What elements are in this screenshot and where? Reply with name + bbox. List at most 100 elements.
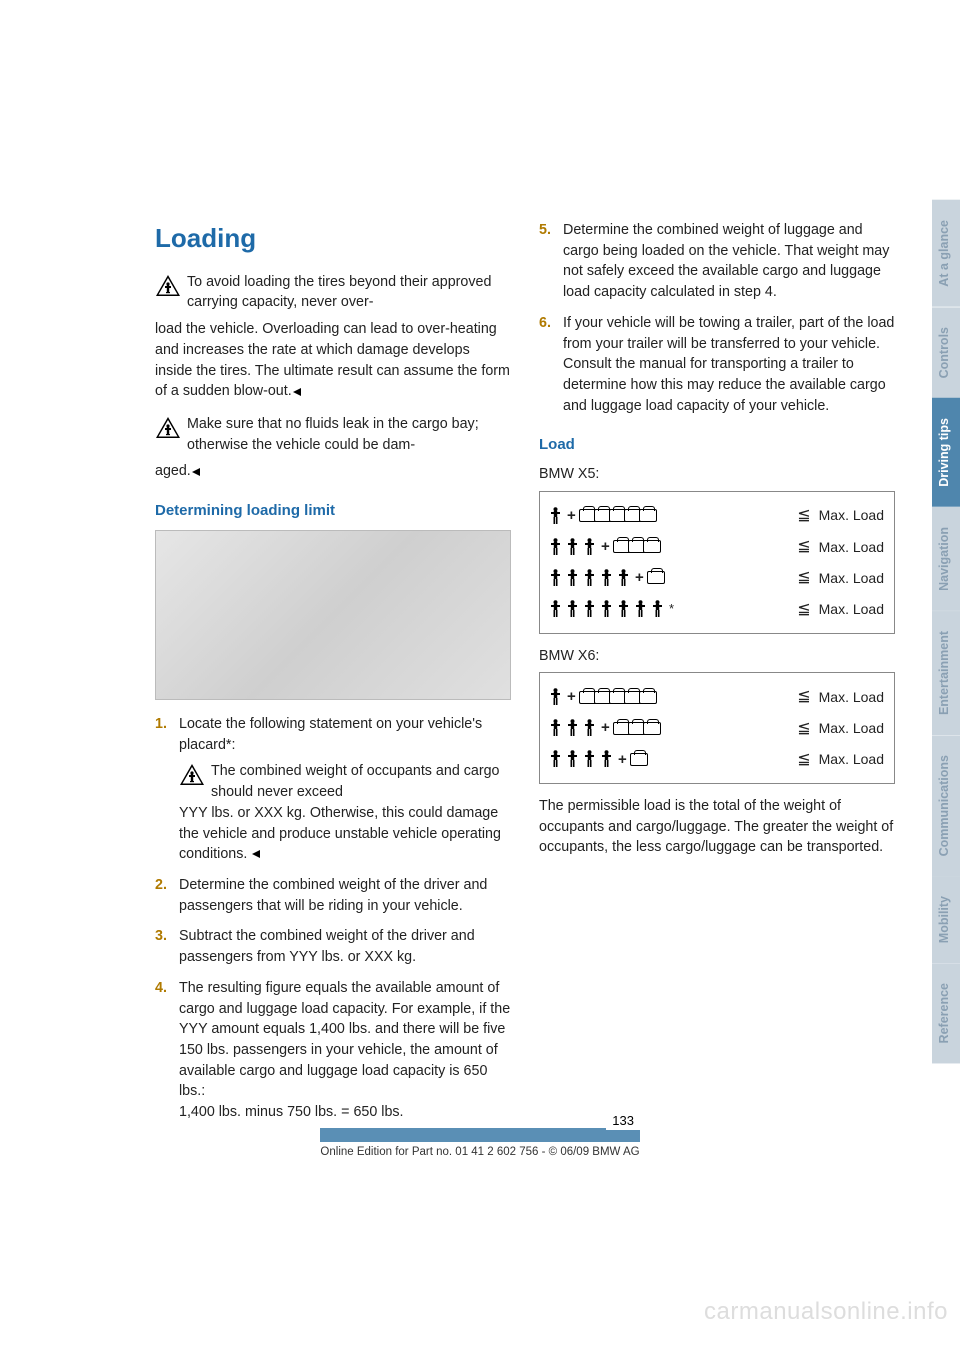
diagram-row: +≦ Max. Load: [550, 531, 884, 562]
side-tab[interactable]: Driving tips: [932, 398, 960, 507]
cargo-box-icon: [639, 509, 657, 522]
cargo-box-icon: [639, 691, 657, 704]
steps-right: 5.Determine the combined weight of lugga…: [539, 220, 895, 416]
person-icon: [550, 688, 561, 706]
cargo-box-icon: [630, 753, 648, 766]
side-tab[interactable]: At a glance: [932, 200, 960, 307]
plus-icon: +: [601, 717, 610, 739]
step-body: Determine the combined weight of the dri…: [179, 875, 511, 916]
plus-icon: +: [567, 686, 576, 708]
step-text: Determine the combined weight of the dri…: [179, 877, 487, 914]
person-icon: [584, 600, 595, 618]
step-item: 6.If your vehicle will be towing a trail…: [539, 313, 895, 417]
side-tab[interactable]: Reference: [932, 963, 960, 1063]
diagram-left: *: [550, 600, 797, 619]
person-icon: [618, 569, 629, 587]
person-icon: [601, 600, 612, 618]
person-icon: [550, 600, 561, 618]
step-warning: The combined weight of occupants and car…: [179, 761, 511, 802]
cargo-boxes: [616, 540, 661, 553]
diagram-right: ≦Max. Load: [797, 717, 884, 740]
side-tabs: At a glanceControlsDriving tipsNavigatio…: [932, 200, 960, 1064]
warning-2-rest: aged.: [155, 461, 511, 482]
diagram-left: +: [550, 536, 797, 558]
warning-1-lead: To avoid loading the tires beyond their …: [187, 272, 511, 313]
step-number: 6.: [539, 313, 563, 417]
cargo-boxes: [582, 509, 657, 522]
step-item: 2.Determine the combined weight of the d…: [155, 875, 511, 916]
diagram-row: *≦ Max. Load: [550, 594, 884, 625]
diagram-left: +: [550, 567, 797, 589]
person-icon: [584, 538, 595, 556]
person-icon: [550, 538, 561, 556]
diagram-row: +≦Max. Load: [550, 744, 884, 775]
x5-label: BMW X5:: [539, 464, 895, 485]
cargo-boxes: [582, 691, 657, 704]
step-item: 3.Subtract the combined weight of the dr…: [155, 926, 511, 967]
warning-1-rest: load the vehicle. Overloading can lead t…: [155, 319, 511, 402]
page-number-wrap: 133: [320, 1112, 640, 1142]
person-icon: [567, 719, 578, 737]
leq-icon: ≦: [797, 504, 810, 527]
page-title: Loading: [155, 220, 511, 258]
leq-icon: ≦: [797, 748, 810, 771]
x6-label: BMW X6:: [539, 646, 895, 667]
warning-icon: [155, 416, 181, 439]
step-text: Locate the following statement on your v…: [179, 716, 482, 753]
page-number-bar: [320, 1128, 640, 1142]
left-column: Loading To avoid loading the tires beyon…: [155, 220, 511, 1133]
max-load-label: Max. Load: [819, 568, 884, 588]
diagram-right: ≦ Max. Load: [797, 685, 884, 708]
plus-icon: +: [635, 567, 644, 589]
max-load-label: Max. Load: [819, 505, 884, 525]
person-icon: [567, 569, 578, 587]
person-icon: [567, 750, 578, 768]
side-tab[interactable]: Controls: [932, 307, 960, 398]
step-warning-lead: The combined weight of occupants and car…: [211, 761, 511, 802]
diagram-row: + ≦Max. Load: [550, 562, 884, 593]
cargo-boxes: [616, 722, 661, 735]
side-tab[interactable]: Navigation: [932, 507, 960, 611]
step-number: 2.: [155, 875, 179, 916]
step-body: Locate the following statement on your v…: [179, 714, 511, 865]
max-load-label: Max. Load: [819, 687, 884, 707]
max-load-label: Max. Load: [819, 599, 884, 619]
person-icon: [550, 569, 561, 587]
step-item: 1.Locate the following statement on your…: [155, 714, 511, 865]
cargo-boxes: [633, 753, 648, 766]
side-tab[interactable]: Mobility: [932, 876, 960, 963]
end-triangle-icon: [191, 467, 201, 477]
person-icon: [635, 600, 646, 618]
side-tab[interactable]: Communications: [932, 735, 960, 876]
right-column: 5.Determine the combined weight of lugga…: [539, 220, 895, 1133]
page-number: 133: [606, 1113, 640, 1130]
step-body: Subtract the combined weight of the driv…: [179, 926, 511, 967]
step-body: The resulting figure equals the availabl…: [179, 978, 511, 1123]
diagram-x5: +≦Max. Load+≦Max. Load+≦Max. Load*≦Max. …: [539, 491, 895, 634]
subheading-determining: Determining loading limit: [155, 500, 511, 522]
warning-icon: [179, 763, 205, 786]
side-tab[interactable]: Entertainment: [932, 611, 960, 735]
warning-2-lead: Make sure that no fluids leak in the car…: [187, 414, 511, 455]
leq-icon: ≦: [797, 685, 810, 708]
leq-icon: ≦: [797, 535, 810, 558]
plus-icon: +: [567, 505, 576, 527]
step-item: 5.Determine the combined weight of lugga…: [539, 220, 895, 303]
step-number: 5.: [539, 220, 563, 303]
max-load-label: Max. Load: [819, 537, 884, 557]
cargo-box-icon: [643, 722, 661, 735]
diagram-x6: +≦Max. Load+≦Max. Load+≦Max. Load: [539, 672, 895, 784]
person-icon: [601, 569, 612, 587]
diagram-left: +: [550, 717, 797, 739]
end-triangle-icon: [292, 387, 302, 397]
person-icon: [601, 750, 612, 768]
leq-icon: ≦: [797, 598, 810, 621]
cargo-box-icon: [647, 571, 665, 584]
diagram-right: ≦Max. Load: [797, 566, 884, 589]
end-triangle-icon: [251, 849, 261, 859]
warning-2-rest-text: aged.: [155, 463, 191, 479]
diagram-right: ≦ Max. Load: [797, 535, 884, 558]
diagram-left: +: [550, 686, 797, 708]
step-text: Subtract the combined weight of the driv…: [179, 928, 475, 965]
person-icon: [584, 569, 595, 587]
